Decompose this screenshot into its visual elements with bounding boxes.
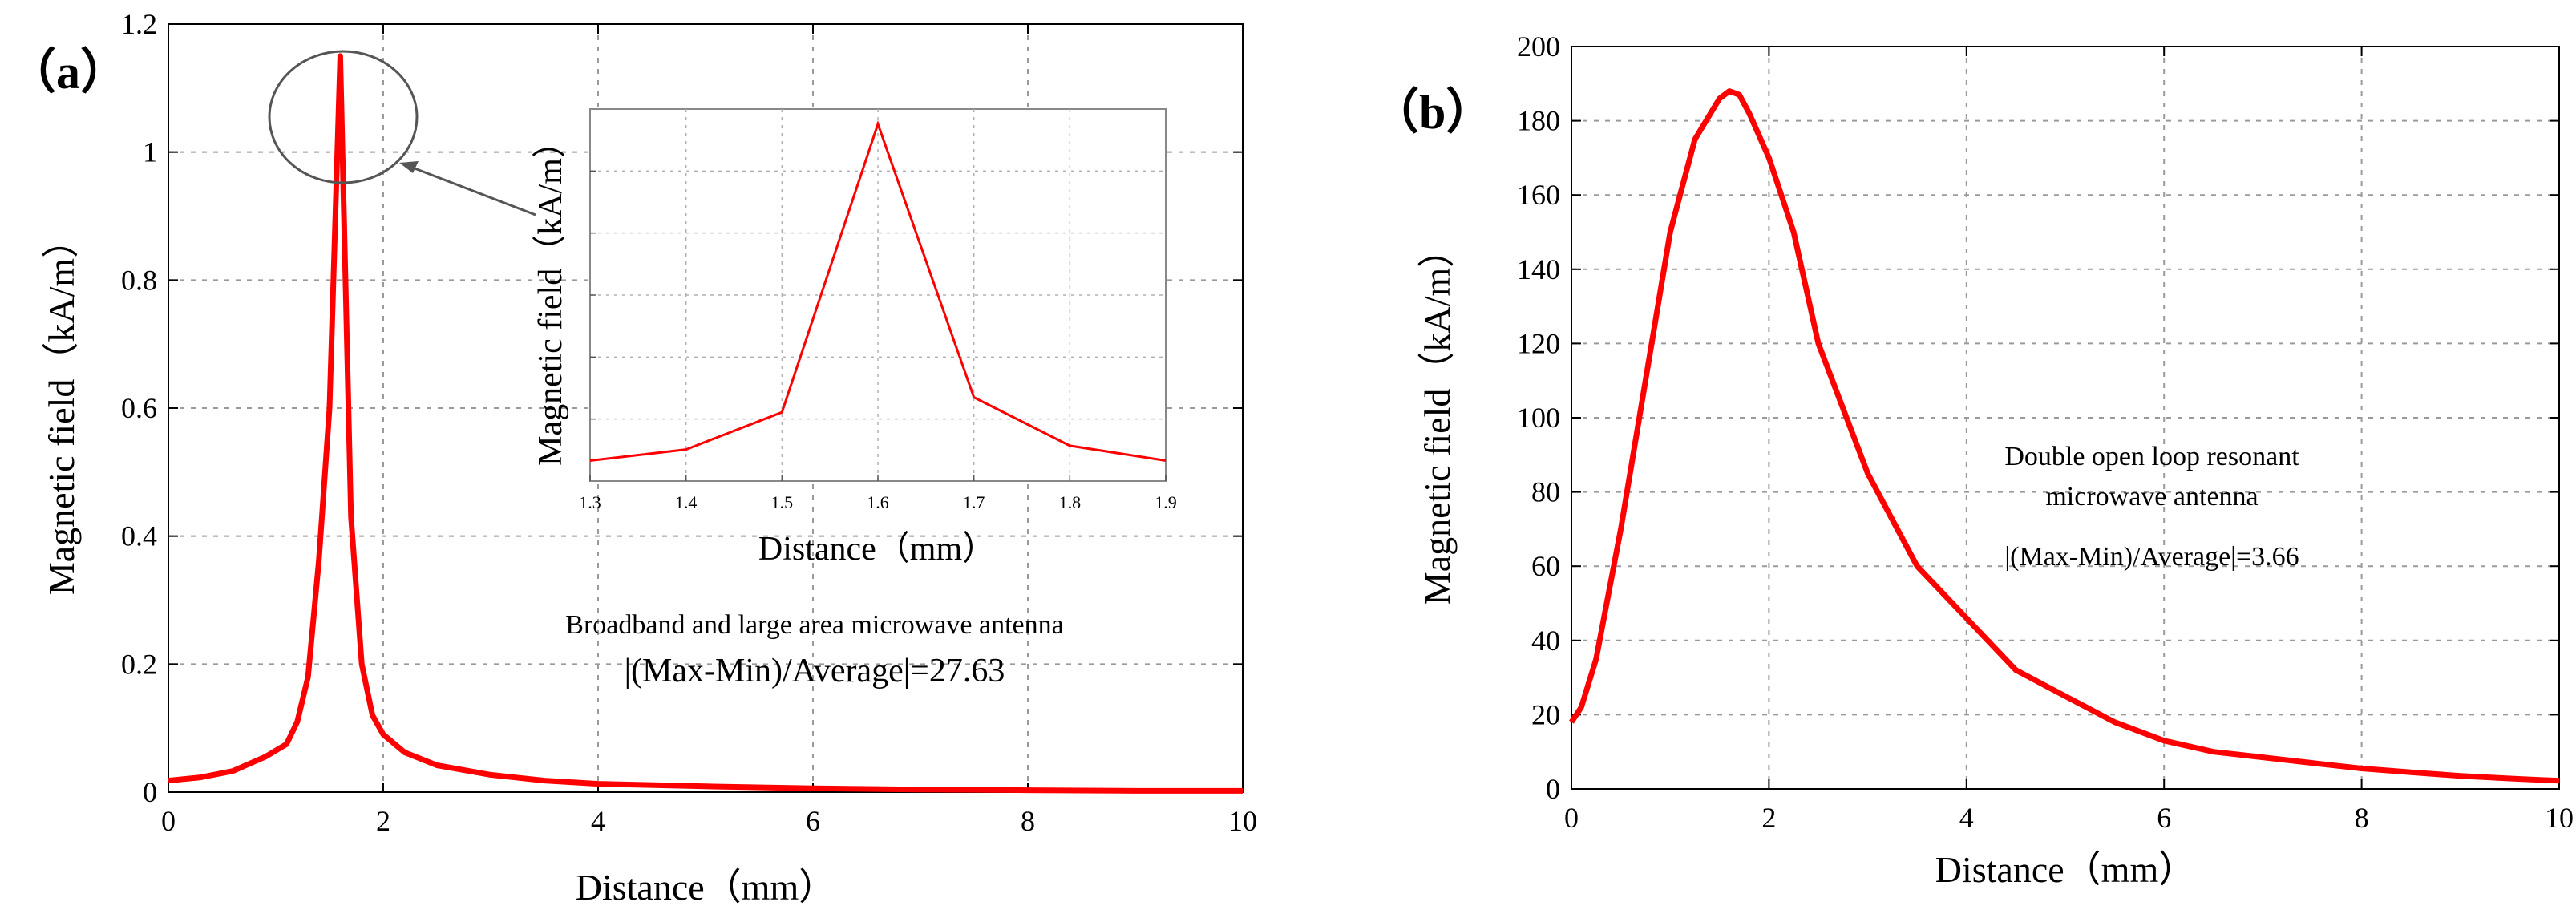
panel-a-annotation-title: Broadband and large area microwave anten…: [565, 610, 1063, 640]
inset-grid: [590, 109, 1166, 481]
panel-b-grid: [1571, 47, 2559, 789]
panel-b-label: （b）: [1371, 85, 1494, 139]
panel-a-peak-arrow: [410, 165, 536, 216]
panel-a-annotation-metric: |(Max-Min)/Average|=27.63: [625, 653, 1005, 690]
y-tick-label: 1.2: [121, 8, 157, 40]
y-tick-label: 0: [1546, 773, 1560, 805]
panel-b-x-ticks: 0 2 4 6 8 10: [1564, 47, 2574, 834]
panel-a-arrow-head-icon: [399, 161, 419, 173]
panel-b-y-ticks: 0 20 40 60 80 100 120 140 160 180 200: [1517, 30, 2559, 805]
panel-a-y-axis-label: Magnetic field（kA/m）: [41, 221, 82, 595]
panel-a-series-line: [168, 53, 1243, 794]
inset-series-line: [589, 119, 1167, 462]
inset-x-tick-label: 1.6: [867, 492, 889, 512]
x-tick-label: 8: [2355, 802, 2369, 834]
panel-a-x-ticks: 0 2 4 6 8 10: [161, 24, 1257, 837]
panel-a-peak-highlight-circle: [268, 50, 419, 184]
x-tick-label: 2: [376, 805, 390, 837]
y-tick-label: 40: [1531, 625, 1560, 657]
panel-b-annotation-title-line1: Double open loop resonant: [2004, 442, 2299, 471]
inset-x-tick-label: 1.4: [675, 492, 698, 512]
x-tick-label: 6: [2157, 802, 2171, 834]
panel-a-label: （a）: [8, 45, 128, 99]
x-tick-label: 2: [1761, 802, 1776, 834]
y-tick-label: 120: [1517, 327, 1560, 359]
panel-a-x-axis-label: Distance（mm）: [576, 867, 836, 908]
y-tick-label: 160: [1517, 179, 1560, 211]
inset-y-axis-label: Magnetic field（kA/m）: [532, 124, 569, 466]
x-tick-label: 10: [1228, 805, 1257, 837]
x-tick-label: 4: [1959, 802, 1974, 834]
inset-x-tick-label: 1.7: [963, 492, 985, 512]
inset-x-tick-label: 1.3: [579, 492, 601, 512]
y-tick-label: 180: [1517, 105, 1560, 137]
y-tick-label: 140: [1517, 253, 1560, 285]
panel-a: （a） 0 0.2 0.4 0.6 0.8 1 1.2 0 2 4 6 8 10 Magnetic f…: [8, 8, 1257, 908]
y-tick-label: 1: [143, 136, 157, 168]
panel-b-annotation-title-line2: microwave antenna: [2045, 482, 2258, 512]
panel-a-inset: 1.3 1.4 1.5 1.6 1.7 1.8 1.9 Magnetic field（kA/…: [532, 108, 1177, 568]
panel-b-series-line: [1569, 88, 2560, 784]
inset-x-tick-label: 1.8: [1059, 492, 1082, 512]
y-tick-label: 20: [1531, 698, 1560, 730]
y-tick-label: 100: [1517, 402, 1560, 434]
y-tick-label: 200: [1517, 30, 1560, 63]
x-tick-label: 10: [2545, 802, 2574, 834]
panel-b-annotation-metric: |(Max-Min)/Average|=3.66: [2004, 542, 2299, 572]
y-tick-label: 0.6: [121, 392, 157, 424]
y-tick-label: 80: [1531, 476, 1560, 508]
y-tick-label: 60: [1531, 550, 1560, 582]
panel-b-x-axis-label: Distance（mm）: [1935, 849, 2196, 890]
x-tick-label: 6: [806, 805, 820, 837]
inset-x-tick-label: 1.9: [1155, 492, 1177, 512]
panel-b-y-axis-label: Magnetic field（kA/m）: [1417, 231, 1458, 605]
y-tick-label: 0.4: [121, 520, 157, 552]
inset-x-tick-label: 1.5: [771, 492, 794, 512]
y-tick-label: 0: [143, 776, 157, 808]
x-tick-label: 0: [1564, 802, 1579, 834]
x-tick-label: 8: [1021, 805, 1035, 837]
x-tick-label: 0: [161, 805, 176, 837]
y-tick-label: 0.2: [121, 648, 157, 680]
panel-a-y-ticks: 0 0.2 0.4 0.6 0.8 1 1.2: [121, 8, 1243, 808]
x-tick-label: 4: [591, 805, 605, 837]
inset-x-ticks: 1.3 1.4 1.5 1.6 1.7 1.8 1.9: [579, 475, 1177, 512]
y-tick-label: 0.8: [121, 264, 157, 296]
inset-x-axis-label: Distance（mm）: [758, 531, 996, 568]
